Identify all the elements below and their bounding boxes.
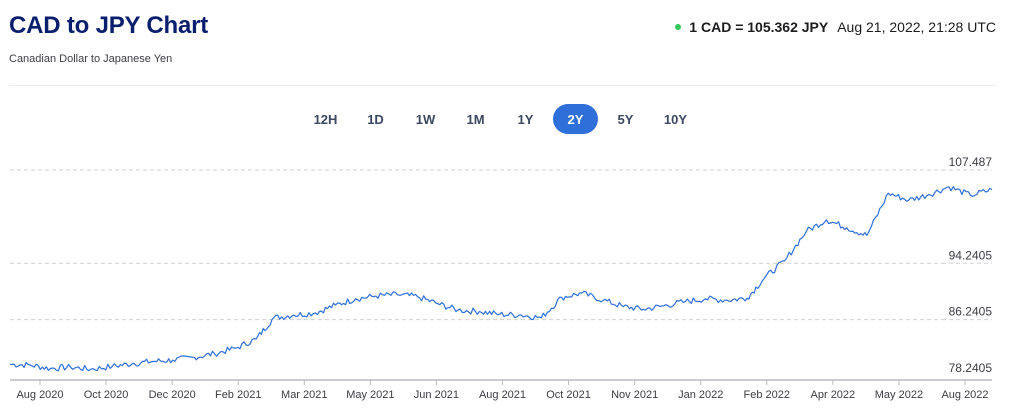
range-tab-5y[interactable]: 5Y — [603, 104, 648, 134]
range-tab-1y[interactable]: 1Y — [503, 104, 548, 134]
x-tick-label: Dec 2020 — [149, 389, 196, 401]
y-tick-label: 86.2405 — [949, 305, 993, 319]
y-tick-label: 78.2405 — [949, 361, 993, 375]
page-title: CAD to JPY Chart — [9, 12, 209, 39]
x-tick-label: Oct 2021 — [546, 389, 591, 401]
x-tick-label: May 2021 — [346, 389, 394, 401]
x-tick-label: Nov 2021 — [611, 389, 658, 401]
x-tick-label: Oct 2020 — [84, 389, 129, 401]
rate-timestamp: Aug 21, 2022, 21:28 UTC — [837, 19, 996, 35]
range-tab-1d[interactable]: 1D — [353, 104, 398, 134]
y-axis: 78.2405 86.2405 94.2405 107.487 — [949, 155, 993, 375]
header-divider — [9, 85, 996, 86]
x-tick-label: Mar 2021 — [281, 389, 327, 401]
time-range-tabs: 12H 1D 1W 1M 1Y 2Y 5Y 10Y — [303, 104, 703, 134]
range-tab-10y[interactable]: 10Y — [653, 104, 698, 134]
x-tick-label: May 2022 — [875, 389, 923, 401]
y-tick-label: 94.2405 — [949, 248, 993, 262]
exchange-rate-chart[interactable]: 78.2405 86.2405 94.2405 107.487 Aug 2020 Oct… — [0, 140, 1024, 415]
range-tab-1m[interactable]: 1M — [453, 104, 498, 134]
x-tick-label: Feb 2022 — [744, 389, 790, 401]
series-line-cad-jpy — [9, 186, 993, 372]
grid-lines — [10, 169, 992, 321]
x-axis: Aug 2020 Oct 2020 Dec 2020 Feb 2021 Mar 2021… — [10, 379, 992, 401]
range-tab-2y[interactable]: 2Y — [553, 104, 598, 134]
range-tab-12h[interactable]: 12H — [303, 104, 348, 134]
rate-value: 1 CAD = 105.362 JPY — [689, 19, 829, 35]
x-tick-label: Feb 2021 — [215, 389, 261, 401]
x-tick-label: Aug 2022 — [941, 389, 988, 401]
x-tick-label: Jan 2022 — [678, 389, 723, 401]
x-tick-label: Apr 2022 — [811, 389, 856, 401]
range-tab-1w[interactable]: 1W — [403, 104, 448, 134]
series-layer — [9, 186, 993, 372]
exchange-rate-summary: 1 CAD = 105.362 JPY Aug 21, 2022, 21:28 … — [675, 19, 996, 35]
live-status-dot-icon — [675, 24, 682, 30]
y-tick-label: 107.487 — [949, 155, 993, 169]
x-tick-label: Aug 2021 — [479, 389, 526, 401]
page-subtitle: Canadian Dollar to Japanese Yen — [9, 53, 173, 65]
x-tick-label: Aug 2020 — [16, 389, 63, 401]
x-tick-label: Jun 2021 — [414, 389, 459, 401]
